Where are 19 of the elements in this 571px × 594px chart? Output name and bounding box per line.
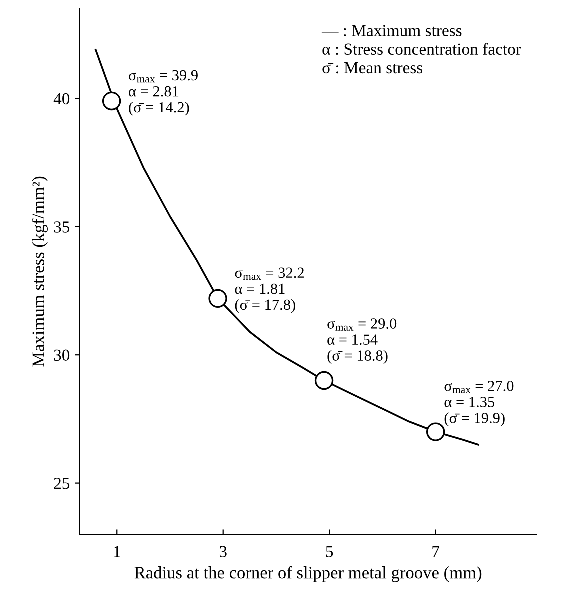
point bbox=[208, 289, 228, 308]
point bbox=[426, 422, 446, 442]
x-tick-label: 7 bbox=[432, 546, 440, 558]
x-tick-label: 3 bbox=[220, 546, 227, 558]
x-tick-label: 1 bbox=[114, 546, 120, 558]
point bbox=[102, 92, 122, 111]
y-tick-label: 40 bbox=[54, 93, 70, 105]
annotation: σ$_{max}$ = 32.2 α = 1.81 (σ̄ = 17.8) bbox=[235, 268, 304, 314]
annotation: — : Maximum stress α : Stress concentration factor σ̄ : Mean stress bbox=[322, 25, 522, 74]
annotation: σ$_{max}$ = 39.9 α = 2.81 (σ̄ = 14.2) bbox=[129, 70, 198, 116]
y-axis-title: Maximum stress (kgf/mm²) bbox=[32, 176, 48, 367]
x-axis-title: Radius at the corner of slipper metal groove (mm) bbox=[134, 566, 482, 582]
annotation: σ$_{max}$ = 29.0 α = 1.54 (σ̄ = 18.8) bbox=[328, 318, 397, 364]
y-tick-label: 35 bbox=[54, 222, 70, 233]
annotation: σ$_{max}$ = 27.0 α = 1.35 (σ̄ = 19.9) bbox=[444, 381, 514, 426]
point bbox=[314, 371, 334, 390]
y-tick-label: 30 bbox=[54, 350, 70, 362]
y-tick-label: 25 bbox=[54, 478, 70, 490]
x-tick-label: 5 bbox=[326, 546, 334, 558]
